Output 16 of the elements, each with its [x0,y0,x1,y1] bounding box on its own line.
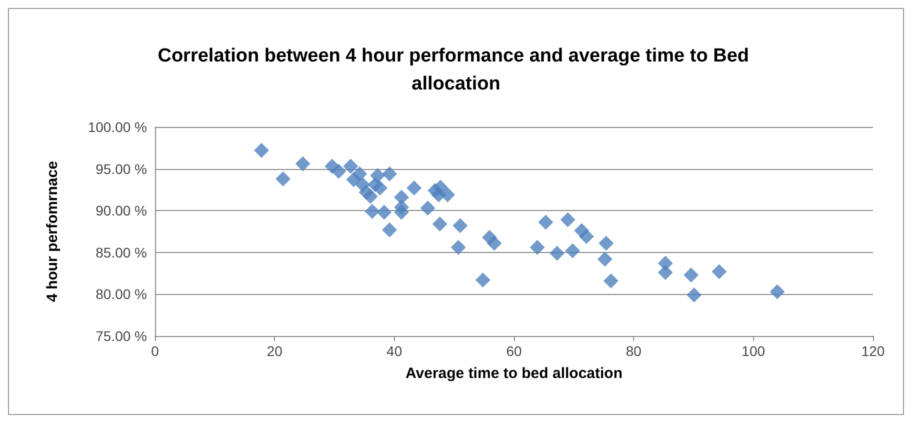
x-tick-label: 120 [861,343,885,359]
x-axis-title: Average time to bed allocation [406,365,622,382]
x-tick-label: 20 [266,343,283,359]
x-tick-label: 60 [506,343,522,359]
chart-title: Correlation between 4 hour performance and average time to Bed allocation [158,46,754,94]
x-tick-label: 100 [742,343,766,359]
y-tick-label: 75.00 % [96,328,147,344]
y-tick-label: 95.00 % [96,160,147,177]
y-axis-title: 4 hour perfomrnace [44,161,61,302]
y-tick-label: 90.00 % [96,202,147,219]
x-tick-label: 40 [386,343,402,359]
x-tick-label: 80 [626,343,642,359]
x-tick-label: 0 [151,343,160,359]
y-tick-label: 80.00 % [96,286,147,302]
y-tick-label: 85.00 % [96,244,147,260]
y-tick-label: 100.00 % [88,119,147,135]
